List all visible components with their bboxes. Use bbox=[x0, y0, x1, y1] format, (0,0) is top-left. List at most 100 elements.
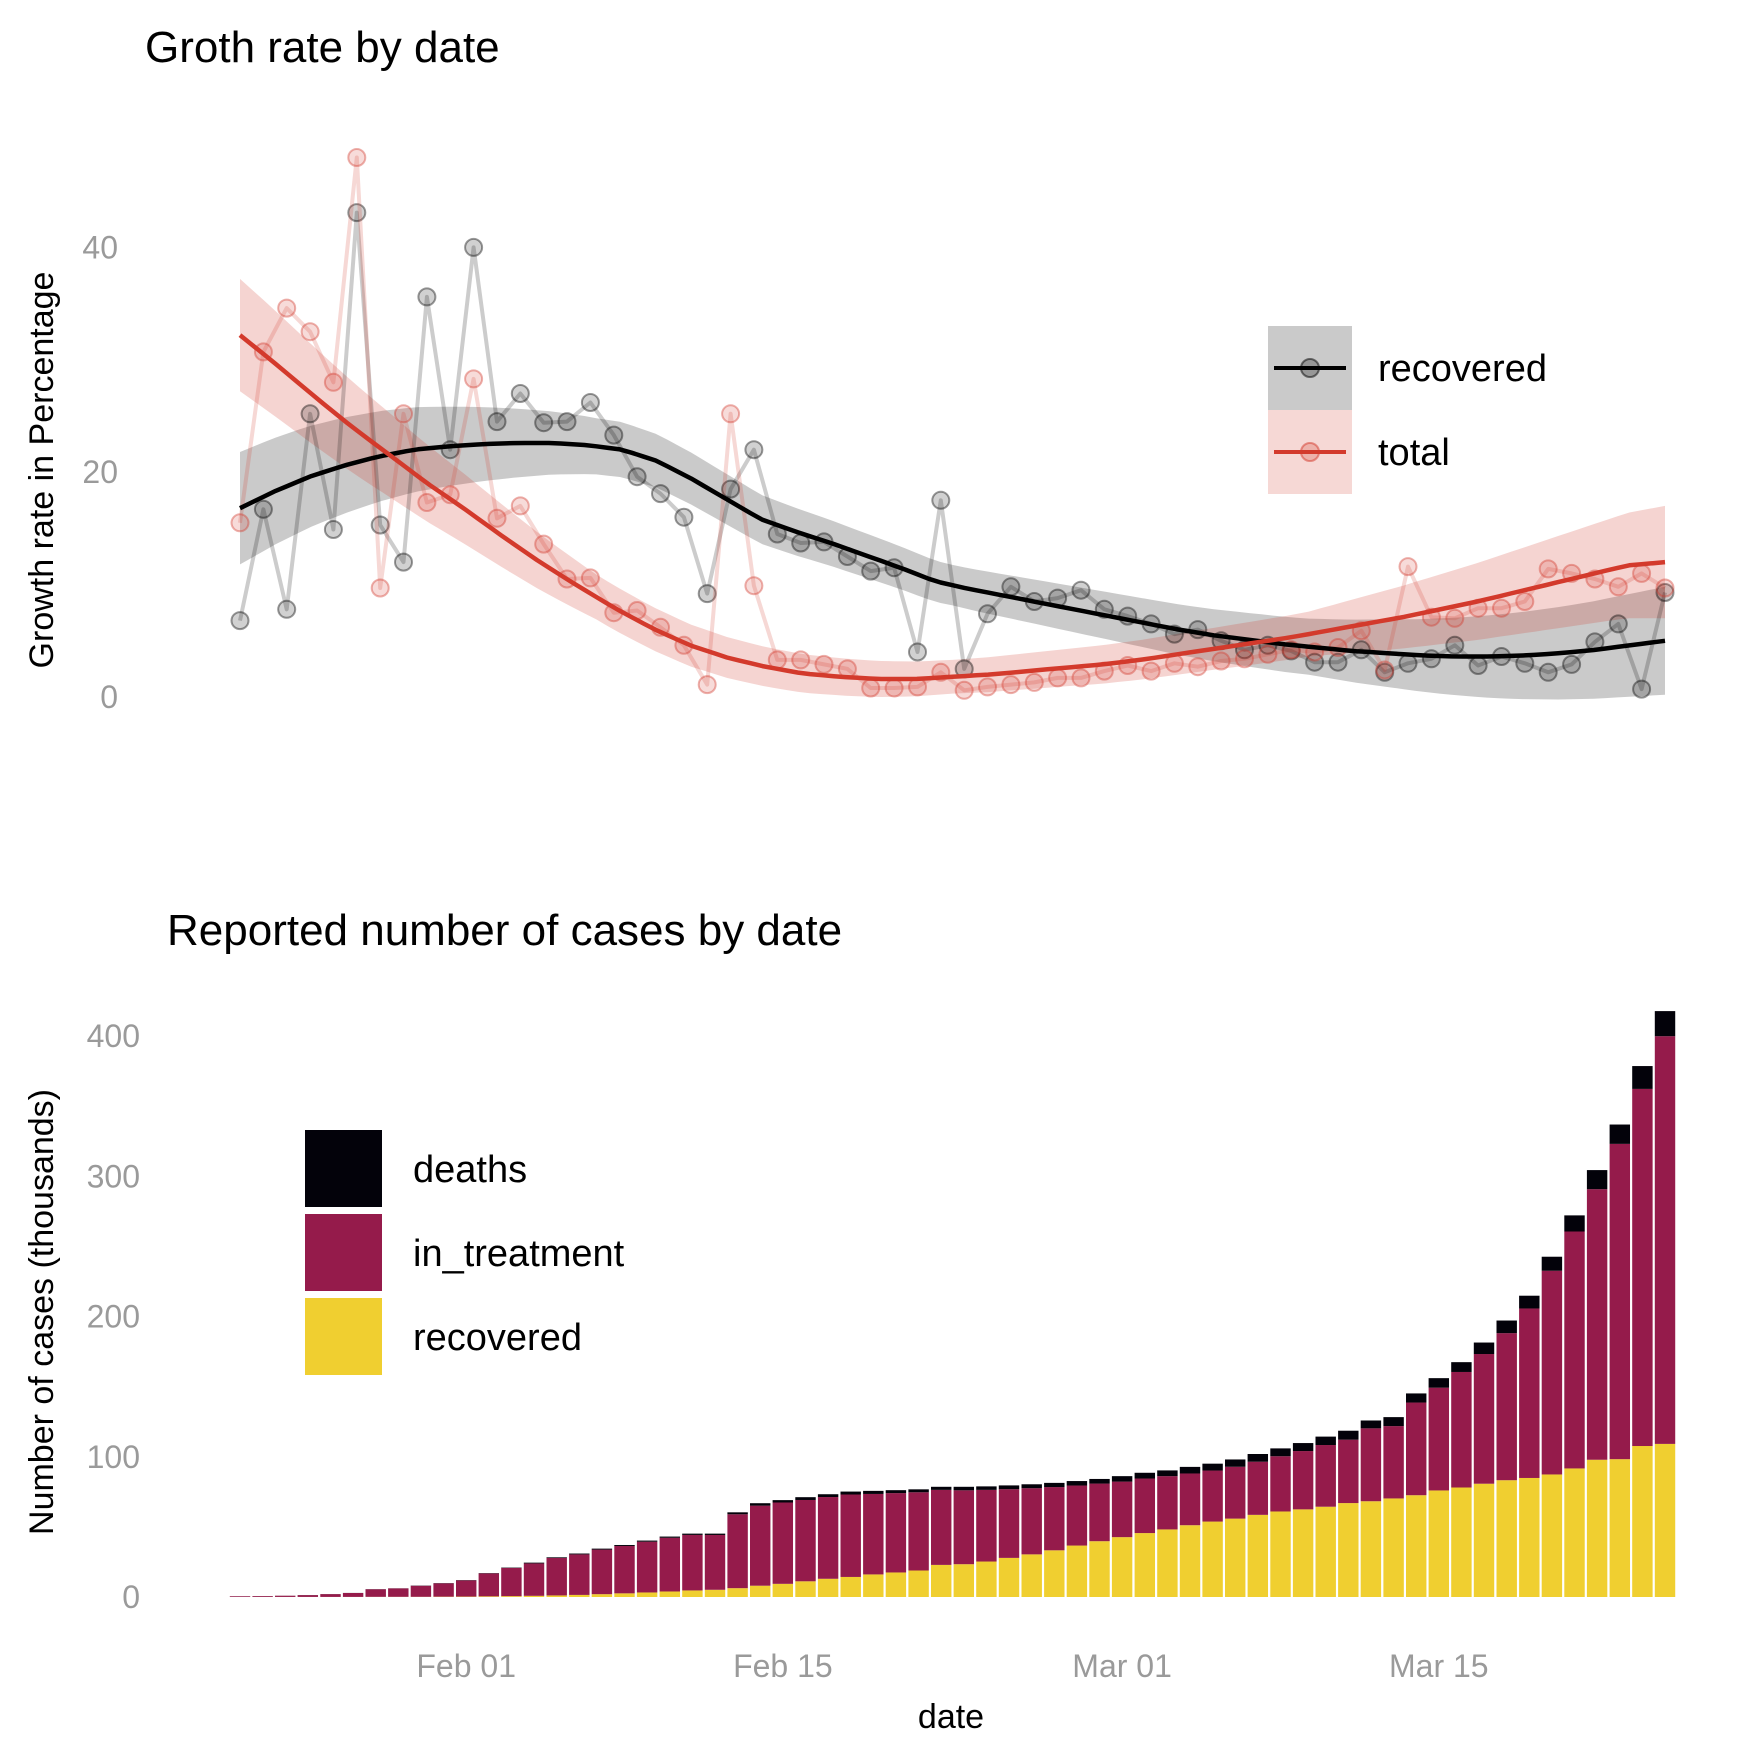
bar-segment-in-treatment bbox=[1021, 1488, 1042, 1555]
bar-segment-recovered bbox=[478, 1596, 500, 1597]
bar-segment-in-treatment bbox=[1066, 1485, 1088, 1546]
bar-segment-deaths bbox=[1066, 1481, 1088, 1486]
y-tick-label: 200 bbox=[87, 1299, 140, 1335]
legend-label-recovered: recovered bbox=[413, 1317, 582, 1359]
bar-segment-in-treatment bbox=[1202, 1470, 1223, 1522]
legend: deaths in_treatment recovered bbox=[305, 1130, 625, 1375]
bar-segment-in-treatment bbox=[976, 1489, 997, 1562]
bar-segment-recovered bbox=[1270, 1511, 1291, 1597]
legend-point-total bbox=[1300, 442, 1320, 462]
raw-series bbox=[230, 148, 1675, 700]
bar-segment-in-treatment bbox=[1406, 1402, 1427, 1496]
bar-segment-in-treatment bbox=[410, 1585, 432, 1597]
data-point-total bbox=[744, 576, 764, 596]
bar-segment-deaths bbox=[1315, 1436, 1336, 1446]
raw-line-total bbox=[238, 155, 1667, 693]
data-point-recovered bbox=[1001, 577, 1021, 597]
data-point-total bbox=[814, 654, 834, 674]
bar-segment-deaths bbox=[1089, 1478, 1110, 1484]
y-tick-label: 0 bbox=[122, 1579, 140, 1615]
bar-segment-recovered bbox=[546, 1595, 567, 1597]
data-point-total bbox=[1445, 608, 1465, 628]
cases-chart: Reported number of cases by date Number … bbox=[23, 906, 1676, 1736]
bar-segment-in-treatment bbox=[546, 1558, 567, 1596]
bar-segment-in-treatment bbox=[1338, 1439, 1359, 1504]
data-point-total bbox=[370, 578, 390, 598]
data-point-total bbox=[464, 369, 484, 389]
bar-segment-deaths bbox=[1586, 1170, 1608, 1190]
data-point-total bbox=[978, 677, 997, 697]
bar-segment-in-treatment bbox=[931, 1489, 952, 1565]
bar-segment-recovered bbox=[704, 1589, 726, 1597]
bar-segment-deaths bbox=[1044, 1482, 1065, 1488]
data-point-recovered bbox=[861, 561, 881, 581]
bar-segment-deaths bbox=[953, 1486, 975, 1491]
chart-title: Reported number of cases by date bbox=[167, 906, 842, 955]
bar-segment-in-treatment bbox=[342, 1592, 364, 1597]
bar-segment-recovered bbox=[1406, 1495, 1427, 1597]
bar-segment-deaths bbox=[1179, 1466, 1201, 1474]
bar-segment-recovered bbox=[727, 1588, 748, 1597]
data-point-total bbox=[1001, 675, 1021, 695]
data-point-recovered bbox=[1398, 653, 1418, 673]
bar-segment-recovered bbox=[1496, 1480, 1517, 1597]
bar-segment-deaths bbox=[1406, 1393, 1427, 1403]
bar-segment-deaths bbox=[1338, 1430, 1359, 1440]
axis-ticks: 0 100 200 300 400 Feb 01 Feb 15 Mar 01 Mar 15 bbox=[87, 1018, 1489, 1684]
bar-segment-in-treatment bbox=[1428, 1387, 1450, 1491]
bar-segment-in-treatment bbox=[795, 1499, 816, 1582]
bar-segment-deaths bbox=[1473, 1342, 1495, 1355]
data-point-recovered bbox=[1375, 662, 1395, 682]
bar-segment-deaths bbox=[885, 1490, 907, 1494]
bar-segment-in-treatment bbox=[1089, 1483, 1110, 1542]
bar-segment-recovered bbox=[569, 1594, 590, 1597]
data-point-recovered bbox=[1445, 635, 1465, 655]
data-point-recovered bbox=[464, 237, 484, 257]
bar-segment-deaths bbox=[795, 1497, 816, 1500]
bar-segment-in-treatment bbox=[1519, 1308, 1540, 1478]
trend-bands bbox=[240, 278, 1665, 700]
bar-segment-in-treatment bbox=[569, 1554, 590, 1595]
bar-segment-deaths bbox=[1564, 1215, 1585, 1232]
bar-segment-recovered bbox=[1021, 1554, 1042, 1597]
bar-segment-deaths bbox=[908, 1489, 929, 1493]
bar-segment-recovered bbox=[1338, 1503, 1359, 1597]
data-point-recovered bbox=[347, 203, 367, 223]
bar-segment-deaths bbox=[1496, 1320, 1517, 1334]
data-point-recovered bbox=[1305, 652, 1325, 672]
bar-segment-deaths bbox=[1519, 1295, 1540, 1309]
data-point-recovered bbox=[277, 599, 297, 619]
bar-segment-in-treatment bbox=[704, 1534, 726, 1590]
data-point-total bbox=[1632, 563, 1652, 583]
bar-segment-deaths bbox=[614, 1544, 635, 1546]
bar-segment-recovered bbox=[1044, 1550, 1065, 1597]
bar-segment-deaths bbox=[840, 1491, 861, 1495]
bar-segment-recovered bbox=[1586, 1459, 1608, 1597]
y-axis-title: Number of cases (thousands) bbox=[23, 1089, 61, 1535]
data-point-total bbox=[1538, 559, 1558, 579]
bar-segment-deaths bbox=[591, 1548, 613, 1550]
data-point-recovered bbox=[931, 490, 951, 510]
bar-segment-recovered bbox=[1654, 1443, 1676, 1597]
bar-segment-in-treatment bbox=[478, 1573, 500, 1597]
bar-segment-in-treatment bbox=[456, 1580, 477, 1597]
bar-segment-in-treatment bbox=[275, 1595, 296, 1597]
data-point-recovered bbox=[1632, 679, 1652, 699]
bar-segment-recovered bbox=[1564, 1468, 1585, 1597]
bar-segment-deaths bbox=[569, 1553, 590, 1555]
data-point-recovered bbox=[651, 484, 670, 504]
bar-segment-recovered bbox=[1134, 1533, 1156, 1597]
bar-segment-in-treatment bbox=[591, 1549, 613, 1595]
bar-segment-in-treatment bbox=[885, 1493, 907, 1573]
bar-segment-deaths bbox=[1632, 1066, 1653, 1089]
bar-segment-deaths bbox=[817, 1494, 839, 1498]
legend-key-deaths bbox=[305, 1130, 382, 1207]
data-point-total bbox=[884, 678, 904, 698]
bar-segment-recovered bbox=[1360, 1501, 1382, 1597]
bar-segment-recovered bbox=[1315, 1506, 1336, 1597]
bar-segment-in-treatment bbox=[1654, 1036, 1676, 1444]
data-point-total bbox=[323, 372, 343, 392]
bar-segment-deaths bbox=[1541, 1256, 1563, 1271]
bar-segment-in-treatment bbox=[636, 1541, 658, 1593]
